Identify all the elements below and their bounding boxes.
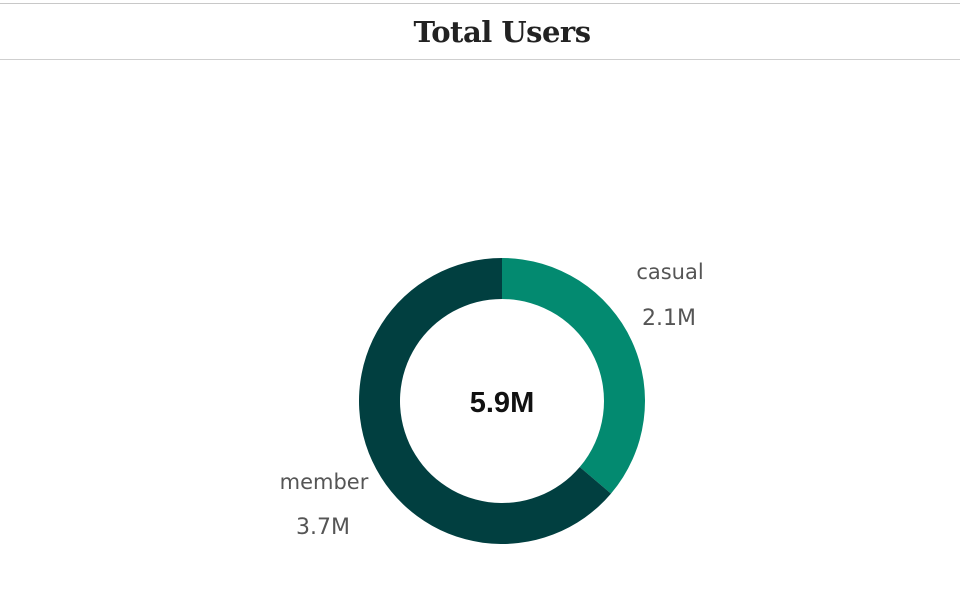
donut-slices bbox=[359, 258, 646, 544]
donut-slice-casual[interactable] bbox=[502, 258, 646, 494]
chart-header: Total Users bbox=[0, 4, 960, 60]
slice-label-casual: casual bbox=[636, 260, 703, 284]
slice-value-member: 3.7M bbox=[296, 515, 350, 540]
top-rule bbox=[0, 3, 960, 4]
slice-label-member: member bbox=[280, 470, 369, 494]
chart-title: Total Users bbox=[413, 15, 591, 49]
donut-slice-member[interactable] bbox=[359, 258, 611, 544]
center-total-label: 5.9M bbox=[470, 387, 534, 419]
slice-value-casual: 2.1M bbox=[642, 306, 696, 331]
